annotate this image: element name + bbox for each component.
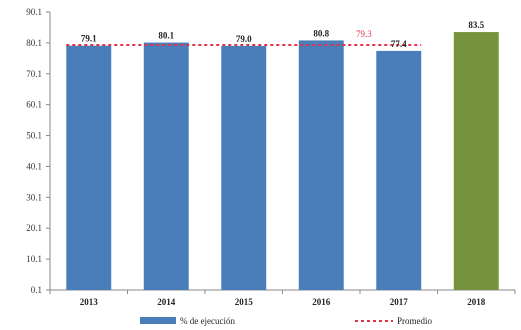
- bar-2016: [298, 40, 344, 290]
- x-tick-label: 2016: [312, 297, 331, 307]
- data-label-2017: 77.4: [391, 39, 407, 49]
- x-tick-label: 2018: [467, 297, 486, 307]
- bar-2014: [143, 42, 189, 290]
- y-tick-label: 30.1: [26, 192, 42, 202]
- y-tick-label: 50.1: [26, 131, 42, 141]
- y-tick-label: 70.1: [26, 69, 42, 79]
- average-label: 79.3: [356, 29, 372, 39]
- y-tick-label: 40.1: [26, 161, 42, 171]
- data-label-2014: 80.1: [158, 31, 174, 41]
- y-tick-label: 80.1: [26, 38, 42, 48]
- data-label-2018: 83.5: [468, 20, 484, 30]
- y-tick-label: 20.1: [26, 223, 42, 233]
- bar-2013: [66, 45, 112, 291]
- legend-swatch-series: [140, 317, 176, 324]
- y-tick-label: 90.1: [26, 7, 42, 17]
- bar-2017: [376, 50, 422, 290]
- x-tick-label: 2014: [157, 297, 176, 307]
- x-tick-label: 2015: [235, 297, 254, 307]
- data-label-2015: 79.0: [236, 34, 252, 44]
- x-tick-label: 2013: [80, 297, 99, 307]
- legend-label-average: Promedio: [397, 316, 432, 326]
- y-tick-label: 10.1: [26, 254, 42, 264]
- legend-label-series: % de ejecución: [180, 316, 235, 326]
- y-tick-label: 60.1: [26, 100, 42, 110]
- x-tick-label: 2017: [390, 297, 409, 307]
- y-tick-label: 0.1: [31, 285, 42, 295]
- data-label-2013: 79.1: [81, 34, 97, 44]
- bar-2015: [221, 45, 267, 290]
- data-label-2016: 80.8: [313, 28, 329, 38]
- bar-2018: [453, 32, 499, 290]
